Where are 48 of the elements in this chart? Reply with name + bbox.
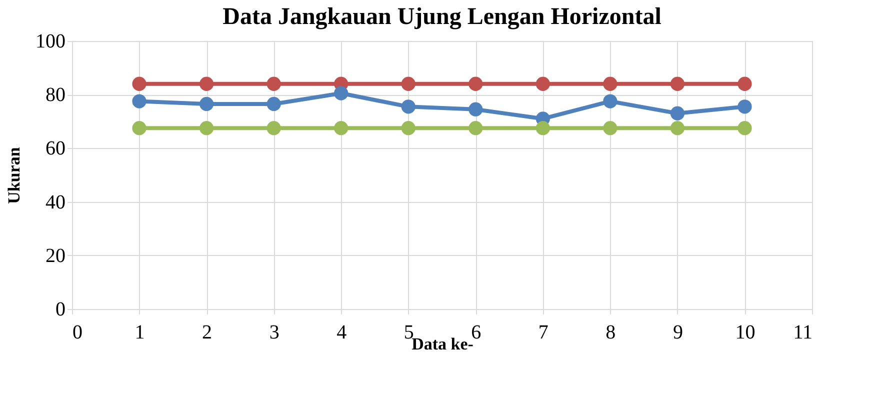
- x-tick-label: 2: [202, 322, 212, 344]
- point: [199, 96, 214, 112]
- point: [132, 94, 146, 108]
- x-tick-label: 0: [72, 322, 82, 344]
- point: [132, 76, 146, 91]
- point: [738, 100, 752, 114]
- point: [334, 121, 348, 136]
- point: [266, 76, 281, 91]
- x-tick-label: 8: [606, 322, 616, 344]
- x-tick-label: 5: [404, 322, 414, 344]
- point: [670, 76, 685, 91]
- x-tick-label: 9: [672, 322, 683, 344]
- chart-title: Data Jangkauan Ujung Lengan Horizontal: [222, 4, 662, 30]
- y-axis-title: Ukuran: [4, 146, 24, 204]
- point: [603, 76, 618, 91]
- x-tick-label: 1: [134, 322, 145, 344]
- point: [334, 86, 348, 100]
- y-tick-label: 20: [46, 244, 66, 267]
- x-tick-label: 6: [471, 322, 482, 344]
- y-tick-label: 40: [46, 191, 66, 214]
- point: [670, 121, 685, 136]
- point: [670, 106, 685, 120]
- point: [738, 121, 752, 136]
- y-tick-label: 80: [46, 84, 66, 106]
- x-tick-label: 7: [538, 322, 548, 344]
- point: [603, 121, 618, 136]
- point: [468, 121, 483, 136]
- y-tick-label: 60: [46, 138, 66, 160]
- x-tick-label: 3: [269, 322, 280, 344]
- y-tick-label: 0: [56, 298, 66, 320]
- point: [199, 76, 214, 91]
- point: [401, 76, 416, 91]
- point: [132, 121, 146, 136]
- x-tick-label: 11: [793, 322, 812, 344]
- x-tick-label: 10: [735, 322, 756, 344]
- point: [401, 100, 416, 114]
- y-tick-label: 100: [36, 30, 66, 52]
- point: [468, 76, 483, 91]
- point: [266, 121, 281, 136]
- point: [199, 121, 214, 136]
- point: [401, 121, 416, 136]
- point: [603, 94, 618, 108]
- point: [738, 76, 752, 91]
- point: [266, 96, 281, 112]
- point: [536, 121, 550, 136]
- x-tick-label: 4: [336, 322, 347, 344]
- point: [536, 76, 550, 91]
- point: [468, 102, 483, 116]
